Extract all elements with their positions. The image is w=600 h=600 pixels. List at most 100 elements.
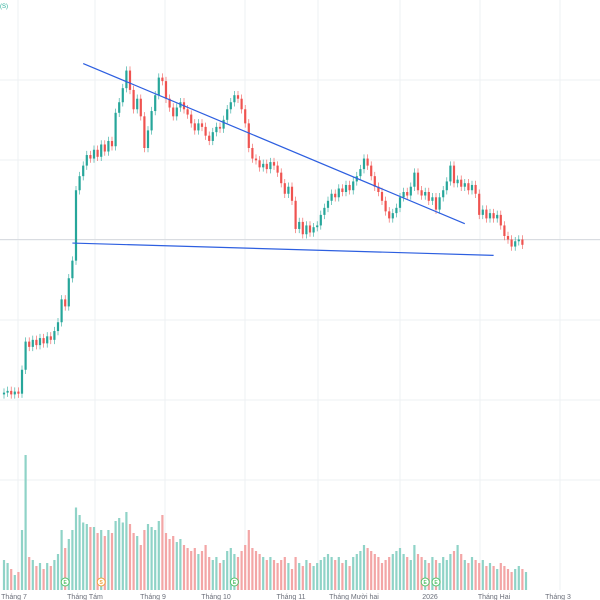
candle (74, 186, 78, 265)
candle (470, 180, 474, 195)
volume-bar (384, 560, 387, 590)
candle (103, 140, 106, 156)
candle-body (136, 98, 139, 110)
candle-body (215, 126, 218, 133)
volume-bar (406, 557, 409, 590)
volume-bar (38, 563, 42, 590)
candle (330, 189, 333, 206)
candle (128, 66, 132, 95)
volume-bar (262, 557, 265, 590)
candle-body (157, 77, 160, 96)
volume-bar (467, 563, 470, 590)
volume-bar (380, 563, 384, 590)
candle-body (28, 341, 31, 347)
volume-bar (60, 530, 63, 590)
volume-bar (229, 548, 232, 590)
volume-bar (240, 551, 243, 590)
candle (56, 318, 60, 336)
volume-bar (413, 545, 416, 590)
candle-body (154, 95, 157, 112)
candle (409, 182, 412, 200)
volume-bar (496, 569, 499, 590)
support-trendline[interactable] (72, 242, 494, 256)
candle-body (17, 391, 20, 394)
volume-bar (388, 557, 391, 590)
trendlines[interactable] (72, 62, 494, 256)
dividend-marker[interactable]: E (60, 577, 70, 587)
candle-body (492, 213, 495, 219)
volume-bar (445, 560, 448, 590)
candle-body (326, 200, 330, 208)
candle (100, 140, 103, 162)
candle (168, 94, 171, 112)
candle-body (481, 209, 484, 215)
candle-body (226, 109, 229, 120)
candle-body (398, 197, 402, 208)
volume-bar (463, 560, 466, 590)
event-marker-label: E (64, 580, 68, 586)
event-marker-circle (60, 577, 70, 587)
candle-body (125, 70, 128, 89)
candle (17, 387, 20, 398)
volume-bar (179, 539, 182, 590)
candle (107, 136, 110, 156)
candle-body (362, 158, 366, 170)
candle (254, 154, 258, 165)
candle-body (247, 123, 250, 148)
dividend-marker[interactable]: E (420, 577, 430, 587)
volume-bar (485, 566, 488, 590)
volume-bar (452, 551, 456, 590)
candle-body (92, 149, 96, 159)
candle (215, 122, 218, 137)
volume-bar (85, 524, 88, 590)
resistance-trendline[interactable] (82, 62, 466, 225)
candle-body (434, 197, 438, 210)
candle-body (229, 102, 232, 110)
candle (240, 94, 243, 114)
event-marker-circle (431, 577, 441, 587)
candle-body (427, 192, 430, 201)
volume-bar (13, 575, 16, 590)
candle-body (373, 176, 376, 187)
dividend-marker[interactable]: E (431, 577, 441, 587)
candle (474, 180, 477, 198)
candle (420, 186, 423, 200)
candle (334, 189, 337, 202)
candle-body (31, 339, 34, 347)
volume-bar (226, 551, 229, 590)
candle-body (53, 331, 56, 340)
candle-body (24, 341, 27, 370)
candle (521, 235, 524, 250)
volume-bar (204, 545, 207, 590)
candle (38, 333, 42, 350)
volume-bar (118, 518, 121, 590)
volume-bar (395, 551, 398, 590)
volume-bar (157, 521, 160, 590)
candle (89, 150, 92, 163)
candle (272, 157, 276, 170)
volume-bar (344, 560, 348, 590)
volume-bar (510, 572, 513, 590)
volume-bar (244, 545, 247, 590)
volume-bar (290, 569, 294, 590)
volume-bar (431, 557, 434, 590)
volume-bar (186, 548, 189, 590)
candle (456, 175, 459, 188)
candle-body (96, 149, 99, 157)
candle (211, 127, 214, 146)
volume-bar (172, 536, 175, 590)
candle-body (305, 225, 308, 235)
candle (366, 154, 369, 170)
candle-body (308, 225, 312, 233)
candle-body (82, 165, 85, 177)
candle (150, 106, 153, 135)
candle (406, 187, 409, 200)
candle-body (236, 95, 240, 99)
volume-bar (161, 515, 164, 590)
candle-body (110, 140, 114, 147)
dividend-marker[interactable]: E (229, 577, 239, 587)
candle (445, 177, 448, 195)
split-marker[interactable]: S (96, 577, 106, 587)
